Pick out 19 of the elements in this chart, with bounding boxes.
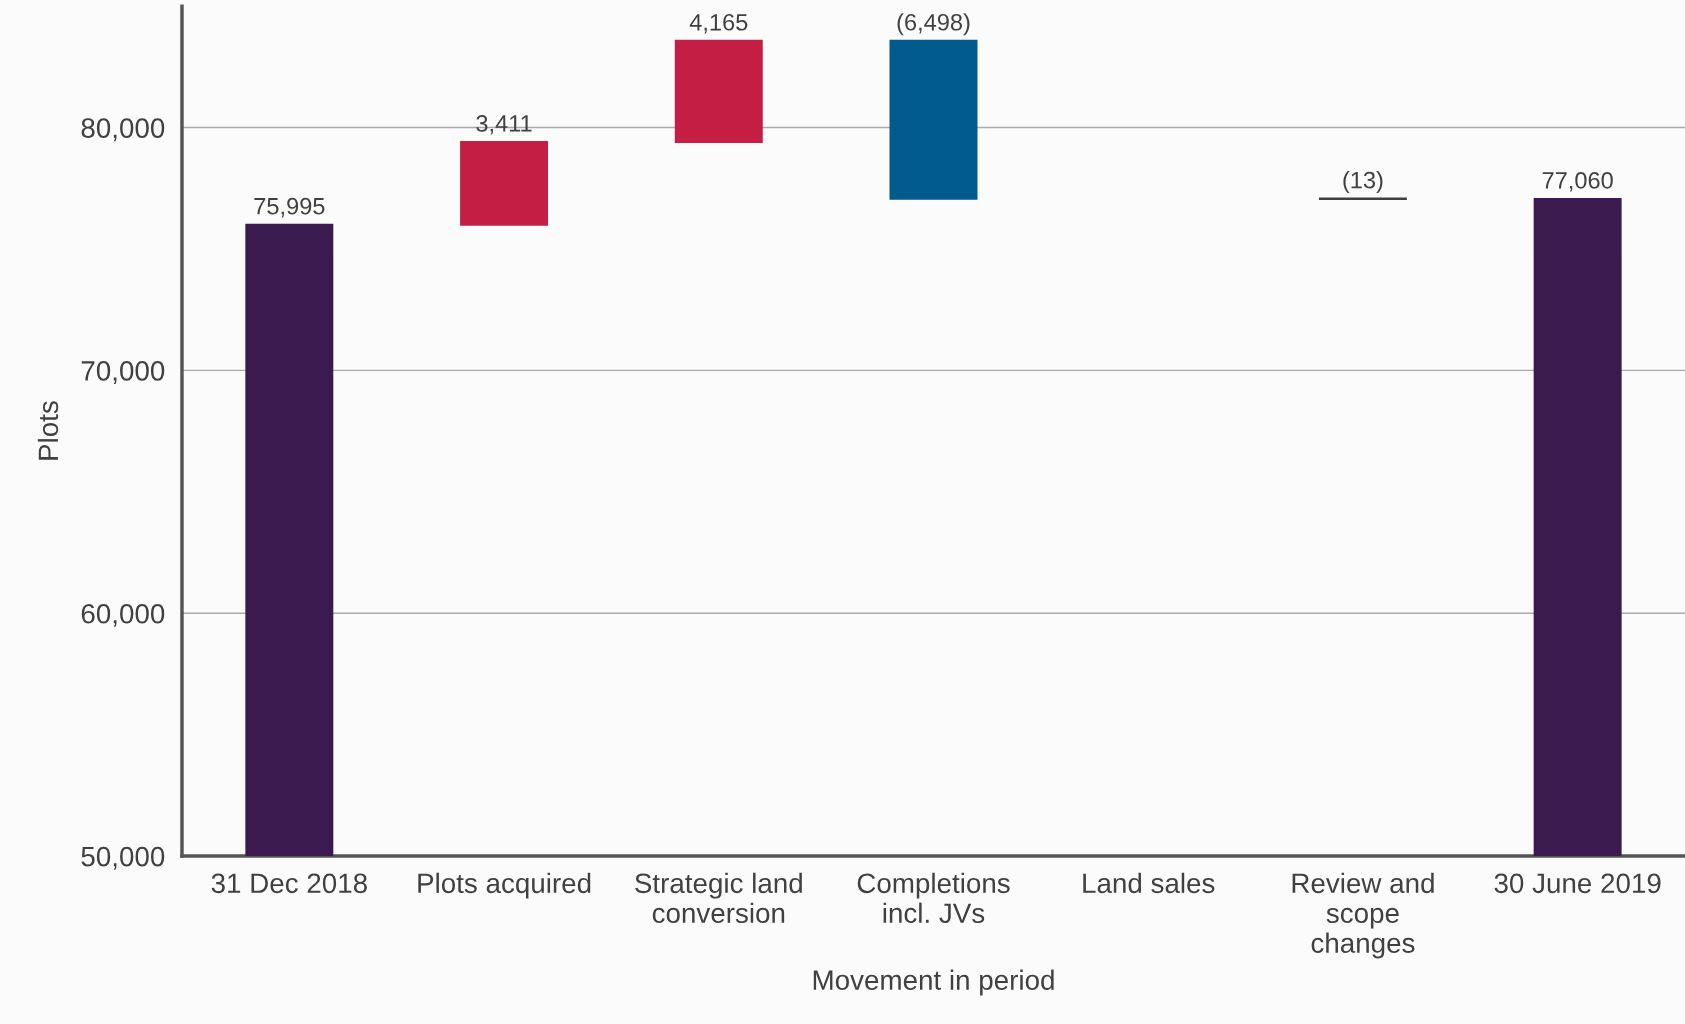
y-tick-label: 70,000 [81,361,165,385]
x-tick-label: Land sales [1083,872,1215,894]
x-tick-label: 31 Dec 2018 [211,873,367,894]
x-axis-title: Movement in period [813,969,1054,996]
data-label: (6,498) [897,13,970,36]
x-tick-label: Plots acquired [418,872,591,899]
x-tick-label: Strategic land conversion [635,872,802,924]
y-axis-title: Plots [37,401,59,460]
data-label: (13) [1343,171,1383,194]
x-tick-label: Review and scope changes [1292,872,1434,959]
y-tick-label: 50,000 [81,846,165,870]
data-label: 77,060 [1542,172,1613,192]
y-tick-label: 80,000 [81,118,165,142]
data-label: 4,165 [689,13,748,34]
data-label: 75,995 [254,197,325,218]
data-label: 3,411 [476,115,532,135]
y-tick-label: 60,000 [81,603,165,627]
x-tick-label: Completions incl. JVs [857,872,1010,924]
x-tick-label: 30 June 2019 [1494,873,1661,894]
